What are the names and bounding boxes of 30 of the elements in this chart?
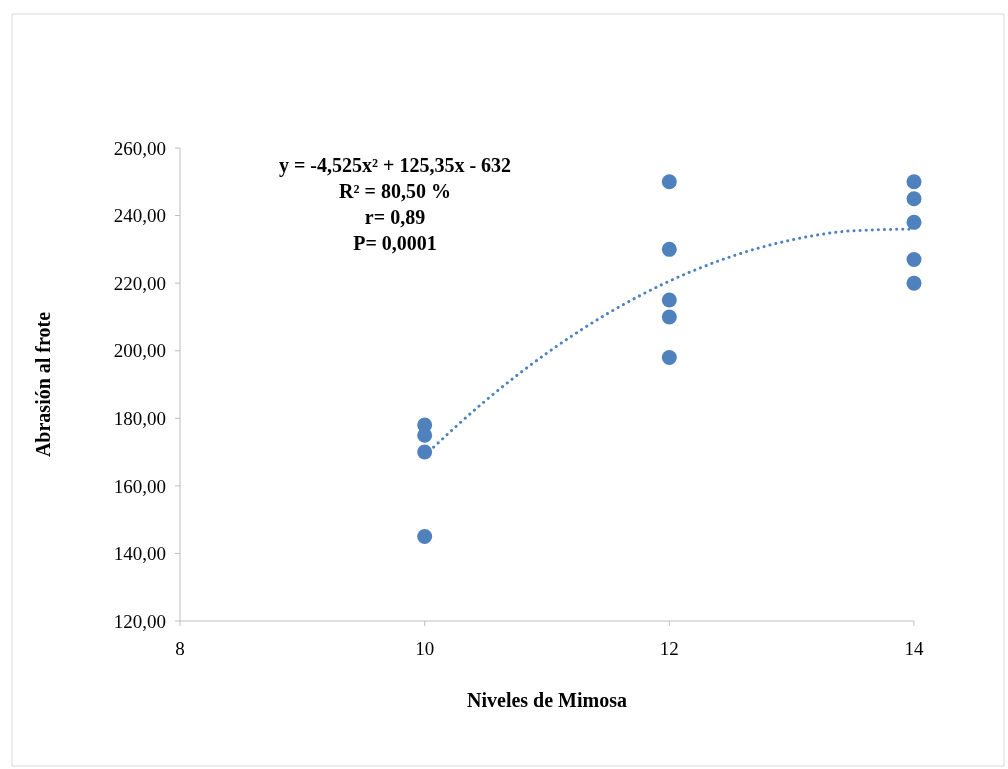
point [661, 349, 677, 365]
y-tick-label: 120,00 [113, 610, 166, 632]
annotation: r= 0,89 [364, 206, 426, 228]
point [906, 275, 922, 291]
point [417, 444, 433, 460]
y-tick-label: 180,00 [113, 407, 166, 429]
x-tick-label: 14 [904, 638, 924, 659]
annotation: y = -4,525x² + 125,35x - 632 [278, 154, 512, 177]
point [417, 529, 433, 545]
x-axis-title: Niveles de Mimosa [467, 689, 627, 711]
point [906, 214, 922, 230]
y-tick-label: 240,00 [113, 205, 166, 227]
x-tick-label: 10 [415, 638, 435, 659]
y-tick-label: 200,00 [113, 340, 166, 362]
y-tick-label: 140,00 [113, 543, 166, 565]
annotation: P= 0,0001 [353, 232, 437, 254]
x-tick-label: 12 [659, 638, 679, 659]
y-axis-title: Abrasión al frote [32, 311, 54, 458]
point [661, 241, 677, 257]
point [906, 251, 922, 267]
point [661, 174, 677, 190]
x-tick-label: 8 [175, 638, 185, 659]
y-tick-label: 220,00 [113, 272, 166, 294]
point [661, 309, 677, 325]
point [906, 191, 922, 207]
point [906, 174, 922, 190]
point [661, 292, 677, 308]
annotation: R² = 80,50 % [339, 180, 451, 202]
y-tick-label: 160,00 [113, 475, 166, 497]
y-tick-label: 260,00 [113, 137, 166, 159]
